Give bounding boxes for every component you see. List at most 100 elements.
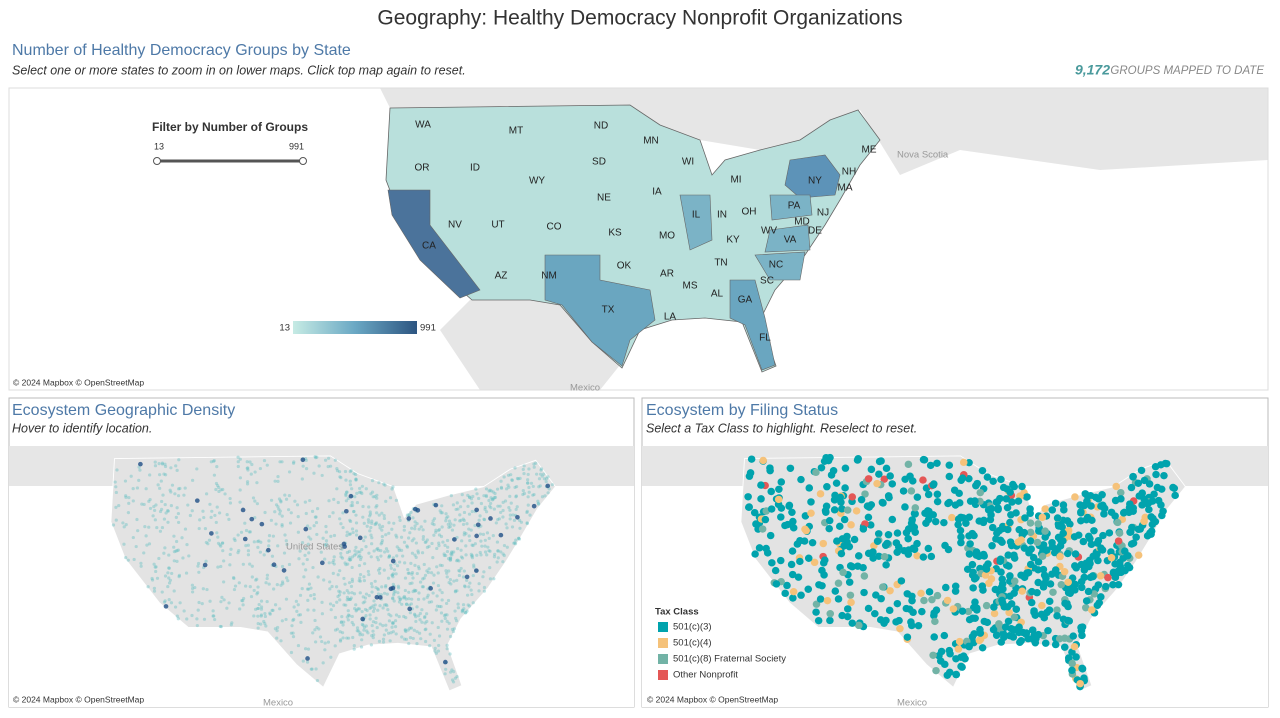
location-dot[interactable]: [502, 475, 506, 479]
location-dot[interactable]: [423, 614, 427, 619]
location-dot[interactable]: [501, 500, 505, 504]
location-dot[interactable]: [469, 552, 473, 556]
cluster-dot[interactable]: [240, 507, 246, 513]
location-dot[interactable]: [143, 525, 147, 529]
location-dot[interactable]: [362, 539, 366, 543]
state-label[interactable]: GA: [738, 295, 753, 306]
org-dot[interactable]: [857, 496, 866, 504]
location-dot[interactable]: [267, 582, 271, 586]
location-dot[interactable]: [265, 600, 269, 604]
location-dot[interactable]: [374, 585, 378, 590]
location-dot[interactable]: [207, 538, 212, 542]
location-dot[interactable]: [361, 623, 365, 627]
location-dot[interactable]: [344, 499, 349, 503]
location-dot[interactable]: [276, 479, 280, 483]
location-dot[interactable]: [280, 619, 284, 623]
cluster-dot[interactable]: [474, 533, 479, 539]
location-dot[interactable]: [369, 533, 373, 537]
location-dot[interactable]: [395, 545, 399, 549]
org-dot[interactable]: [1026, 519, 1035, 527]
location-dot[interactable]: [338, 630, 342, 634]
org-dot[interactable]: [1099, 504, 1108, 512]
org-dot[interactable]: [1034, 520, 1042, 528]
location-dot[interactable]: [445, 627, 450, 631]
location-dot[interactable]: [337, 593, 342, 597]
org-dot[interactable]: [1137, 466, 1146, 475]
location-dot[interactable]: [375, 511, 379, 515]
location-dot[interactable]: [313, 628, 317, 632]
org-dot[interactable]: [904, 550, 913, 558]
org-dot[interactable]: [1027, 598, 1036, 607]
location-dot[interactable]: [341, 525, 345, 530]
org-dot[interactable]: [1074, 531, 1083, 539]
location-dot[interactable]: [466, 504, 470, 508]
location-dot[interactable]: [484, 510, 489, 514]
location-dot[interactable]: [375, 625, 379, 630]
org-dot[interactable]: [820, 457, 829, 466]
location-dot[interactable]: [288, 521, 293, 525]
location-dot[interactable]: [439, 605, 443, 609]
location-dot[interactable]: [394, 498, 399, 502]
location-dot[interactable]: [324, 530, 328, 534]
org-dot[interactable]: [1004, 525, 1012, 534]
location-dot[interactable]: [292, 605, 296, 609]
location-dot[interactable]: [356, 555, 361, 559]
location-dot[interactable]: [395, 554, 399, 558]
location-dot[interactable]: [527, 485, 531, 490]
location-dot[interactable]: [347, 614, 352, 618]
location-dot[interactable]: [445, 538, 450, 543]
org-dot[interactable]: [1041, 527, 1049, 535]
location-dot[interactable]: [211, 459, 216, 463]
org-dot[interactable]: [1126, 500, 1134, 508]
org-dot[interactable]: [958, 663, 966, 671]
location-dot[interactable]: [300, 477, 304, 481]
org-dot[interactable]: [1020, 528, 1029, 537]
location-dot[interactable]: [451, 503, 456, 507]
location-dot[interactable]: [413, 563, 417, 567]
location-dot[interactable]: [424, 627, 428, 631]
location-dot[interactable]: [532, 465, 536, 469]
location-dot[interactable]: [461, 517, 465, 521]
location-dot[interactable]: [397, 586, 401, 590]
org-dot[interactable]: [852, 507, 861, 515]
location-dot[interactable]: [448, 652, 452, 656]
location-dot[interactable]: [450, 627, 455, 631]
location-dot[interactable]: [253, 499, 257, 503]
org-dot[interactable]: [933, 497, 942, 506]
location-dot[interactable]: [114, 485, 118, 489]
org-dot[interactable]: [1002, 495, 1011, 503]
state-label[interactable]: WI: [682, 157, 694, 168]
cluster-dot[interactable]: [342, 544, 347, 549]
location-dot[interactable]: [386, 631, 391, 635]
location-dot[interactable]: [368, 510, 372, 514]
location-dot[interactable]: [296, 644, 301, 648]
location-dot[interactable]: [457, 568, 461, 573]
org-dot[interactable]: [826, 616, 834, 625]
location-dot[interactable]: [411, 516, 415, 520]
cluster-dot[interactable]: [305, 656, 310, 661]
location-dot[interactable]: [531, 484, 535, 488]
location-dot[interactable]: [384, 623, 388, 627]
location-dot[interactable]: [371, 604, 375, 608]
location-dot[interactable]: [368, 606, 372, 610]
location-dot[interactable]: [452, 550, 456, 554]
location-dot[interactable]: [246, 549, 251, 553]
location-dot[interactable]: [471, 494, 475, 499]
location-dot[interactable]: [514, 494, 519, 498]
location-dot[interactable]: [265, 573, 270, 577]
cluster-dot[interactable]: [303, 526, 309, 532]
org-dot[interactable]: [751, 550, 759, 558]
location-dot[interactable]: [332, 533, 337, 538]
location-dot[interactable]: [346, 609, 350, 613]
location-dot[interactable]: [496, 549, 500, 553]
org-dot[interactable]: [1105, 529, 1114, 537]
org-dot[interactable]: [1060, 643, 1069, 651]
location-dot[interactable]: [228, 552, 232, 557]
org-dot[interactable]: [1090, 527, 1098, 535]
location-dot[interactable]: [412, 537, 416, 541]
location-dot[interactable]: [310, 667, 314, 671]
location-dot[interactable]: [424, 612, 429, 616]
location-dot[interactable]: [376, 608, 380, 612]
cluster-dot[interactable]: [452, 537, 457, 542]
location-dot[interactable]: [350, 591, 354, 595]
